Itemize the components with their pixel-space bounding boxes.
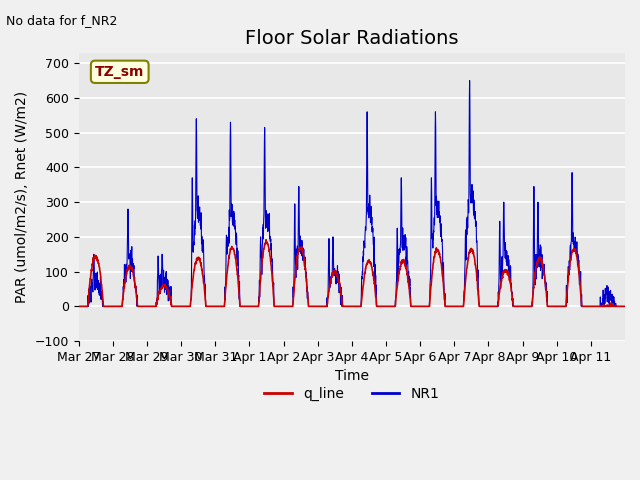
Text: No data for f_NR2: No data for f_NR2 <box>6 14 118 27</box>
q_line <box>621 303 629 309</box>
Line: NR1: NR1 <box>79 81 625 306</box>
q_line <box>129 272 137 277</box>
NR1 <box>547 303 555 309</box>
Title: Floor Solar Radiations: Floor Solar Radiations <box>245 29 459 48</box>
q_line <box>547 303 555 309</box>
NR1 <box>621 303 629 309</box>
q_line <box>516 303 524 309</box>
NR1 <box>129 261 137 266</box>
q_line <box>262 237 270 242</box>
NR1 <box>75 303 83 309</box>
Line: q_line: q_line <box>79 240 625 306</box>
Y-axis label: PAR (umol/m2/s), Rnet (W/m2): PAR (umol/m2/s), Rnet (W/m2) <box>15 91 29 303</box>
NR1 <box>614 303 621 309</box>
NR1 <box>247 303 255 309</box>
q_line <box>75 303 83 309</box>
NR1 <box>516 303 524 309</box>
Legend: q_line, NR1: q_line, NR1 <box>259 381 445 406</box>
Text: TZ_sm: TZ_sm <box>95 65 145 79</box>
q_line <box>614 303 621 309</box>
X-axis label: Time: Time <box>335 370 369 384</box>
NR1 <box>466 78 474 84</box>
q_line <box>247 303 255 309</box>
q_line <box>385 303 392 309</box>
NR1 <box>385 303 392 309</box>
